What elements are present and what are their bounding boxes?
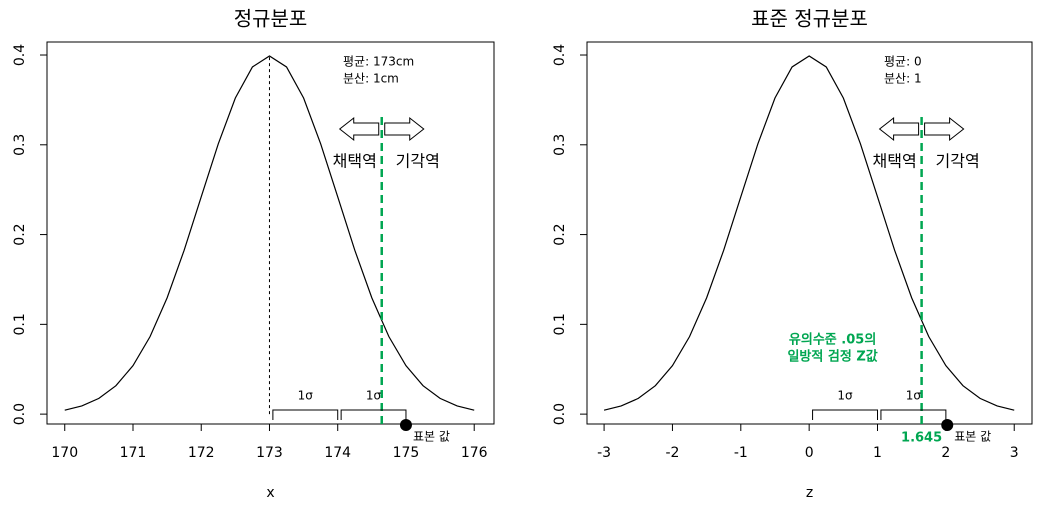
y-tick-label: 0.1 [552, 313, 568, 335]
reject-label: 기각역 [396, 152, 440, 171]
x-tick-label: 171 [120, 445, 147, 461]
x-tick-label: 170 [51, 445, 78, 461]
y-tick-label: 0.4 [12, 44, 28, 66]
x-tick-label: 176 [461, 445, 488, 461]
note-text: 일방적 검정 Z값 [787, 349, 877, 365]
x-tick-label: 175 [393, 445, 420, 461]
critical-label: 1.645 [901, 431, 942, 446]
sigma-bracket [812, 409, 879, 420]
x-axis-label: x [266, 485, 274, 501]
sample-label: 표본 값 [954, 430, 991, 444]
plot-box [46, 41, 495, 425]
y-tick-label: 0.1 [12, 313, 28, 335]
x-tick-label: 173 [256, 445, 283, 461]
note-text: 유의수준 .05의 [789, 332, 876, 348]
mean-text: 평균: 0 [884, 55, 922, 69]
chart-title: 표준 정규분포 [751, 7, 868, 31]
y-tick-label: 0.2 [552, 223, 568, 245]
y-tick-label: 0.0 [552, 403, 568, 425]
y-tick-label: 0.3 [12, 134, 28, 156]
x-axis-label: z [806, 485, 813, 501]
reject-arrow [924, 116, 965, 142]
x-tick-label: 3 [1010, 445, 1019, 461]
sigma-bracket [340, 409, 407, 420]
sigma-label: 1σ [906, 389, 922, 403]
x-tick-label: 174 [324, 445, 351, 461]
sigma-bracket [272, 409, 339, 420]
y-tick-label: 0.0 [12, 403, 28, 425]
y-tick-label: 0.3 [552, 134, 568, 156]
accept-label: 채택역 [873, 152, 917, 171]
x-tick-label: 2 [941, 445, 950, 461]
sample-point [941, 419, 954, 431]
sigma-label: 1σ [298, 389, 314, 403]
accept-arrow [878, 116, 920, 142]
mean-text: 평균: 173cm [343, 55, 414, 69]
sigma-label: 1σ [837, 389, 853, 403]
variance-text: 분산: 1cm [343, 72, 399, 86]
x-tick-label: 1 [873, 445, 882, 461]
accept-arrow [338, 116, 380, 142]
x-tick-label: -1 [734, 445, 748, 461]
sample-label: 표본 값 [413, 430, 450, 444]
chart-title: 정규분포 [234, 7, 308, 31]
sigma-bracket [880, 409, 947, 420]
curve [603, 55, 1015, 411]
x-tick-label: -3 [597, 445, 611, 461]
sample-point [399, 419, 412, 431]
accept-label: 채택역 [333, 152, 377, 171]
x-tick-label: -2 [665, 445, 679, 461]
sigma-label: 1σ [366, 389, 382, 403]
reject-label: 기각역 [936, 152, 980, 171]
x-tick-label: 172 [188, 445, 215, 461]
x-tick-label: 0 [805, 445, 814, 461]
y-tick-label: 0.2 [12, 223, 28, 245]
reject-arrow [384, 116, 425, 142]
variance-text: 분산: 1 [884, 72, 922, 86]
plot-box [586, 41, 1033, 425]
y-tick-label: 0.4 [552, 44, 568, 66]
curve [64, 55, 475, 411]
